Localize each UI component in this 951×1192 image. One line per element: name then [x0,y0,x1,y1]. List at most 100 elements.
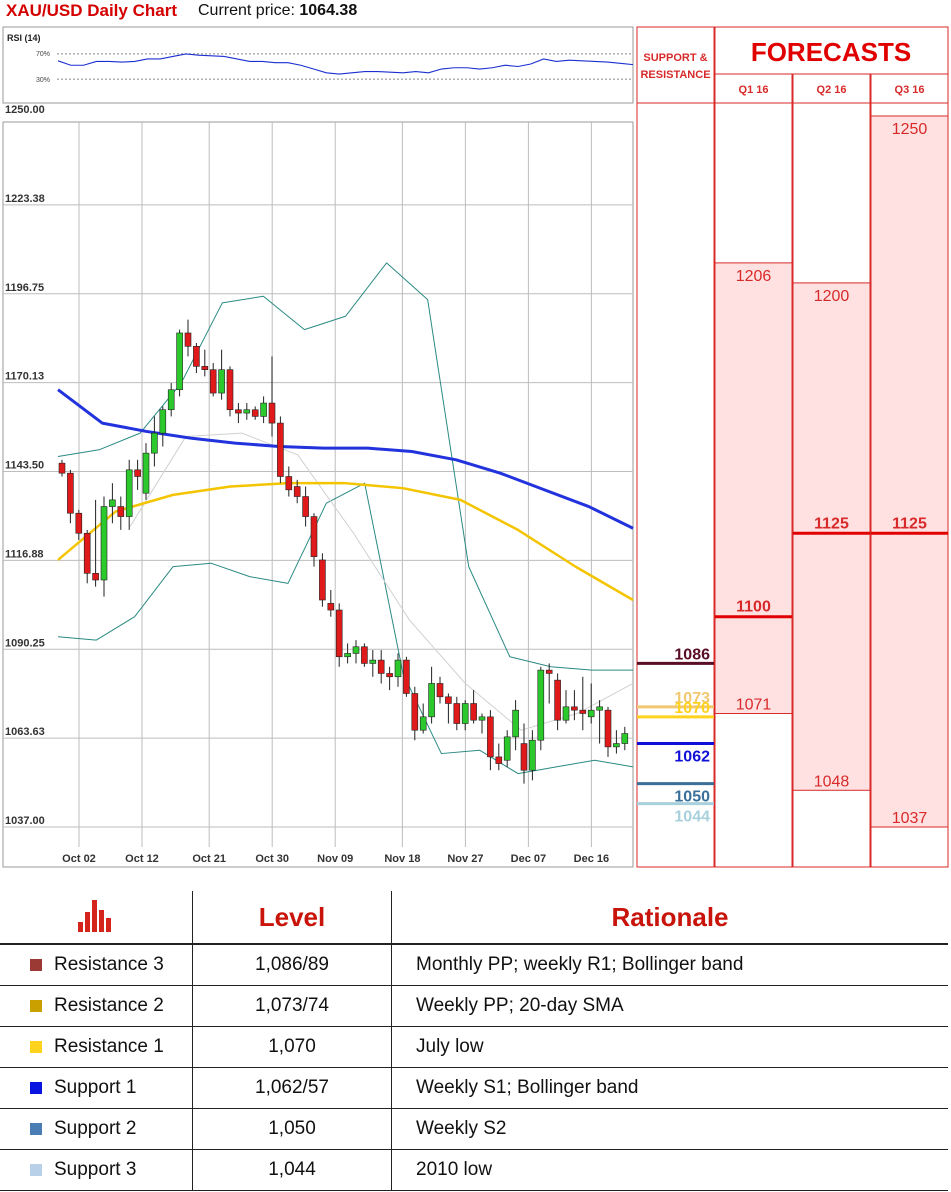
candle-body [478,716,486,721]
level-rationale: 2010 low [391,1149,948,1191]
candle-body [445,696,452,704]
candle-body [520,743,528,771]
candle-body [604,709,612,748]
candle-body [361,646,368,664]
candle-body [403,659,410,694]
main-panel-frame [2,121,634,868]
table-row: Resistance 1 1,070 July low [0,1026,948,1068]
level-value: 1,050 [192,1108,392,1150]
candle-body [369,659,377,664]
level-name-cell: Resistance 1 [0,1026,193,1068]
y-tick-label: 1196.75 [5,282,44,294]
candle-body [377,659,385,674]
forecast-high-label: 1206 [736,268,772,285]
sma-50-line [57,481,634,602]
rsi-level-label: 30% [36,77,50,84]
candle-body [302,496,309,517]
rsi-level-label: 70% [36,51,50,58]
current-price: Current price: 1064.38 [198,2,357,20]
candle-body [327,603,335,611]
candle-body [159,409,167,434]
level-name-cell: Resistance 3 [0,944,193,986]
candle-body [579,709,587,714]
candle-body [184,332,192,347]
level-name: Resistance 2 [54,995,164,1016]
candle-body [83,532,91,574]
level-name: Support 1 [54,1077,137,1098]
candle-body [419,716,427,731]
candle-body [613,743,620,748]
candle-body [268,402,276,424]
level-label: 1086 [674,646,710,663]
sma-20-line [129,432,634,731]
y-tick-label: 1090.25 [5,637,45,649]
candle-body [335,609,343,658]
chart-title: XAU/USD Daily Chart [6,1,177,20]
candle-body [117,506,125,517]
level-name: Support 2 [54,1118,137,1139]
current-price-value: 1064.38 [299,2,358,19]
candle-body [495,756,503,764]
candle-body [100,506,108,581]
table-header-row: Level Rationale [0,891,948,945]
candle-body [352,646,360,654]
candle-body [167,389,175,411]
forecast-range-box [870,115,949,828]
candle-body [293,486,301,497]
x-tick-label: Nov 27 [447,853,483,865]
y-tick-label: 1116.88 [5,548,44,560]
candle-body [193,346,200,367]
candle-body [394,659,402,678]
candle-body [319,559,326,601]
rsi-line [57,53,634,75]
y-tick-label: 1037.00 [5,815,45,827]
candle-body [344,653,351,658]
level-value: 1,086/89 [192,944,392,986]
candle-body [461,703,469,724]
level-label: 1044 [674,809,710,826]
candle-body [587,709,595,718]
level-color-swatch [30,1082,42,1094]
candle-body [554,679,561,721]
quarter-label: Q1 16 [739,84,769,96]
candle-body [411,693,419,731]
candle-body [176,332,183,391]
x-tick-label: Oct 30 [255,853,289,865]
candle-body [75,512,83,534]
y-tick-label: 1223.38 [5,193,45,205]
x-tick-label: Oct 21 [192,853,226,865]
level-color-swatch [30,1164,42,1176]
level-label: 1062 [674,749,710,766]
x-tick-label: Dec 16 [574,853,609,865]
level-rationale: July low [391,1026,948,1068]
table-row: Resistance 3 1,086/89 Monthly PP; weekly R… [0,944,948,986]
candle-body [109,499,116,507]
candle-body [58,462,66,474]
level-value: 1,062/57 [192,1067,392,1109]
support-resistance-panel [636,26,715,868]
table-row: Resistance 2 1,073/74 Weekly PP; 20-day SM… [0,985,948,1027]
candle-body [251,409,259,417]
candle-body [285,476,293,491]
quarter-label: Q3 16 [895,84,925,96]
table-header-rationale: Rationale [391,891,948,945]
level-name-cell: Support 3 [0,1149,193,1191]
level-rationale: Monthly PP; weekly R1; Bollinger band [391,944,948,986]
level-value: 1,073/74 [192,985,392,1027]
level-value: 1,070 [192,1026,392,1068]
level-name-cell: Resistance 2 [0,985,193,1027]
level-color-swatch [30,1000,42,1012]
forecast-high-label: 1250 [892,121,928,138]
level-name: Resistance 1 [54,1036,164,1057]
level-color-swatch [30,1123,42,1135]
level-name-cell: Support 1 [0,1067,193,1109]
level-color-swatch [30,1041,42,1053]
level-name-cell: Support 2 [0,1108,193,1150]
candle-body [503,736,511,761]
candle-body [67,472,74,514]
forecast-range-box [792,282,871,791]
candle-body [512,709,519,738]
level-value: 1,044 [192,1149,392,1191]
forecast-mid-label: 1125 [892,515,927,532]
bollinger-lower-line [57,482,634,775]
